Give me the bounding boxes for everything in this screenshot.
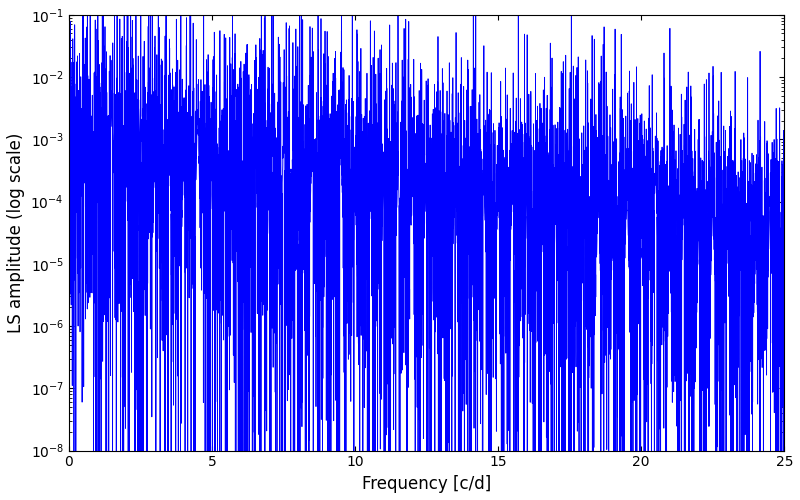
- X-axis label: Frequency [c/d]: Frequency [c/d]: [362, 475, 491, 493]
- Y-axis label: LS amplitude (log scale): LS amplitude (log scale): [7, 132, 25, 333]
